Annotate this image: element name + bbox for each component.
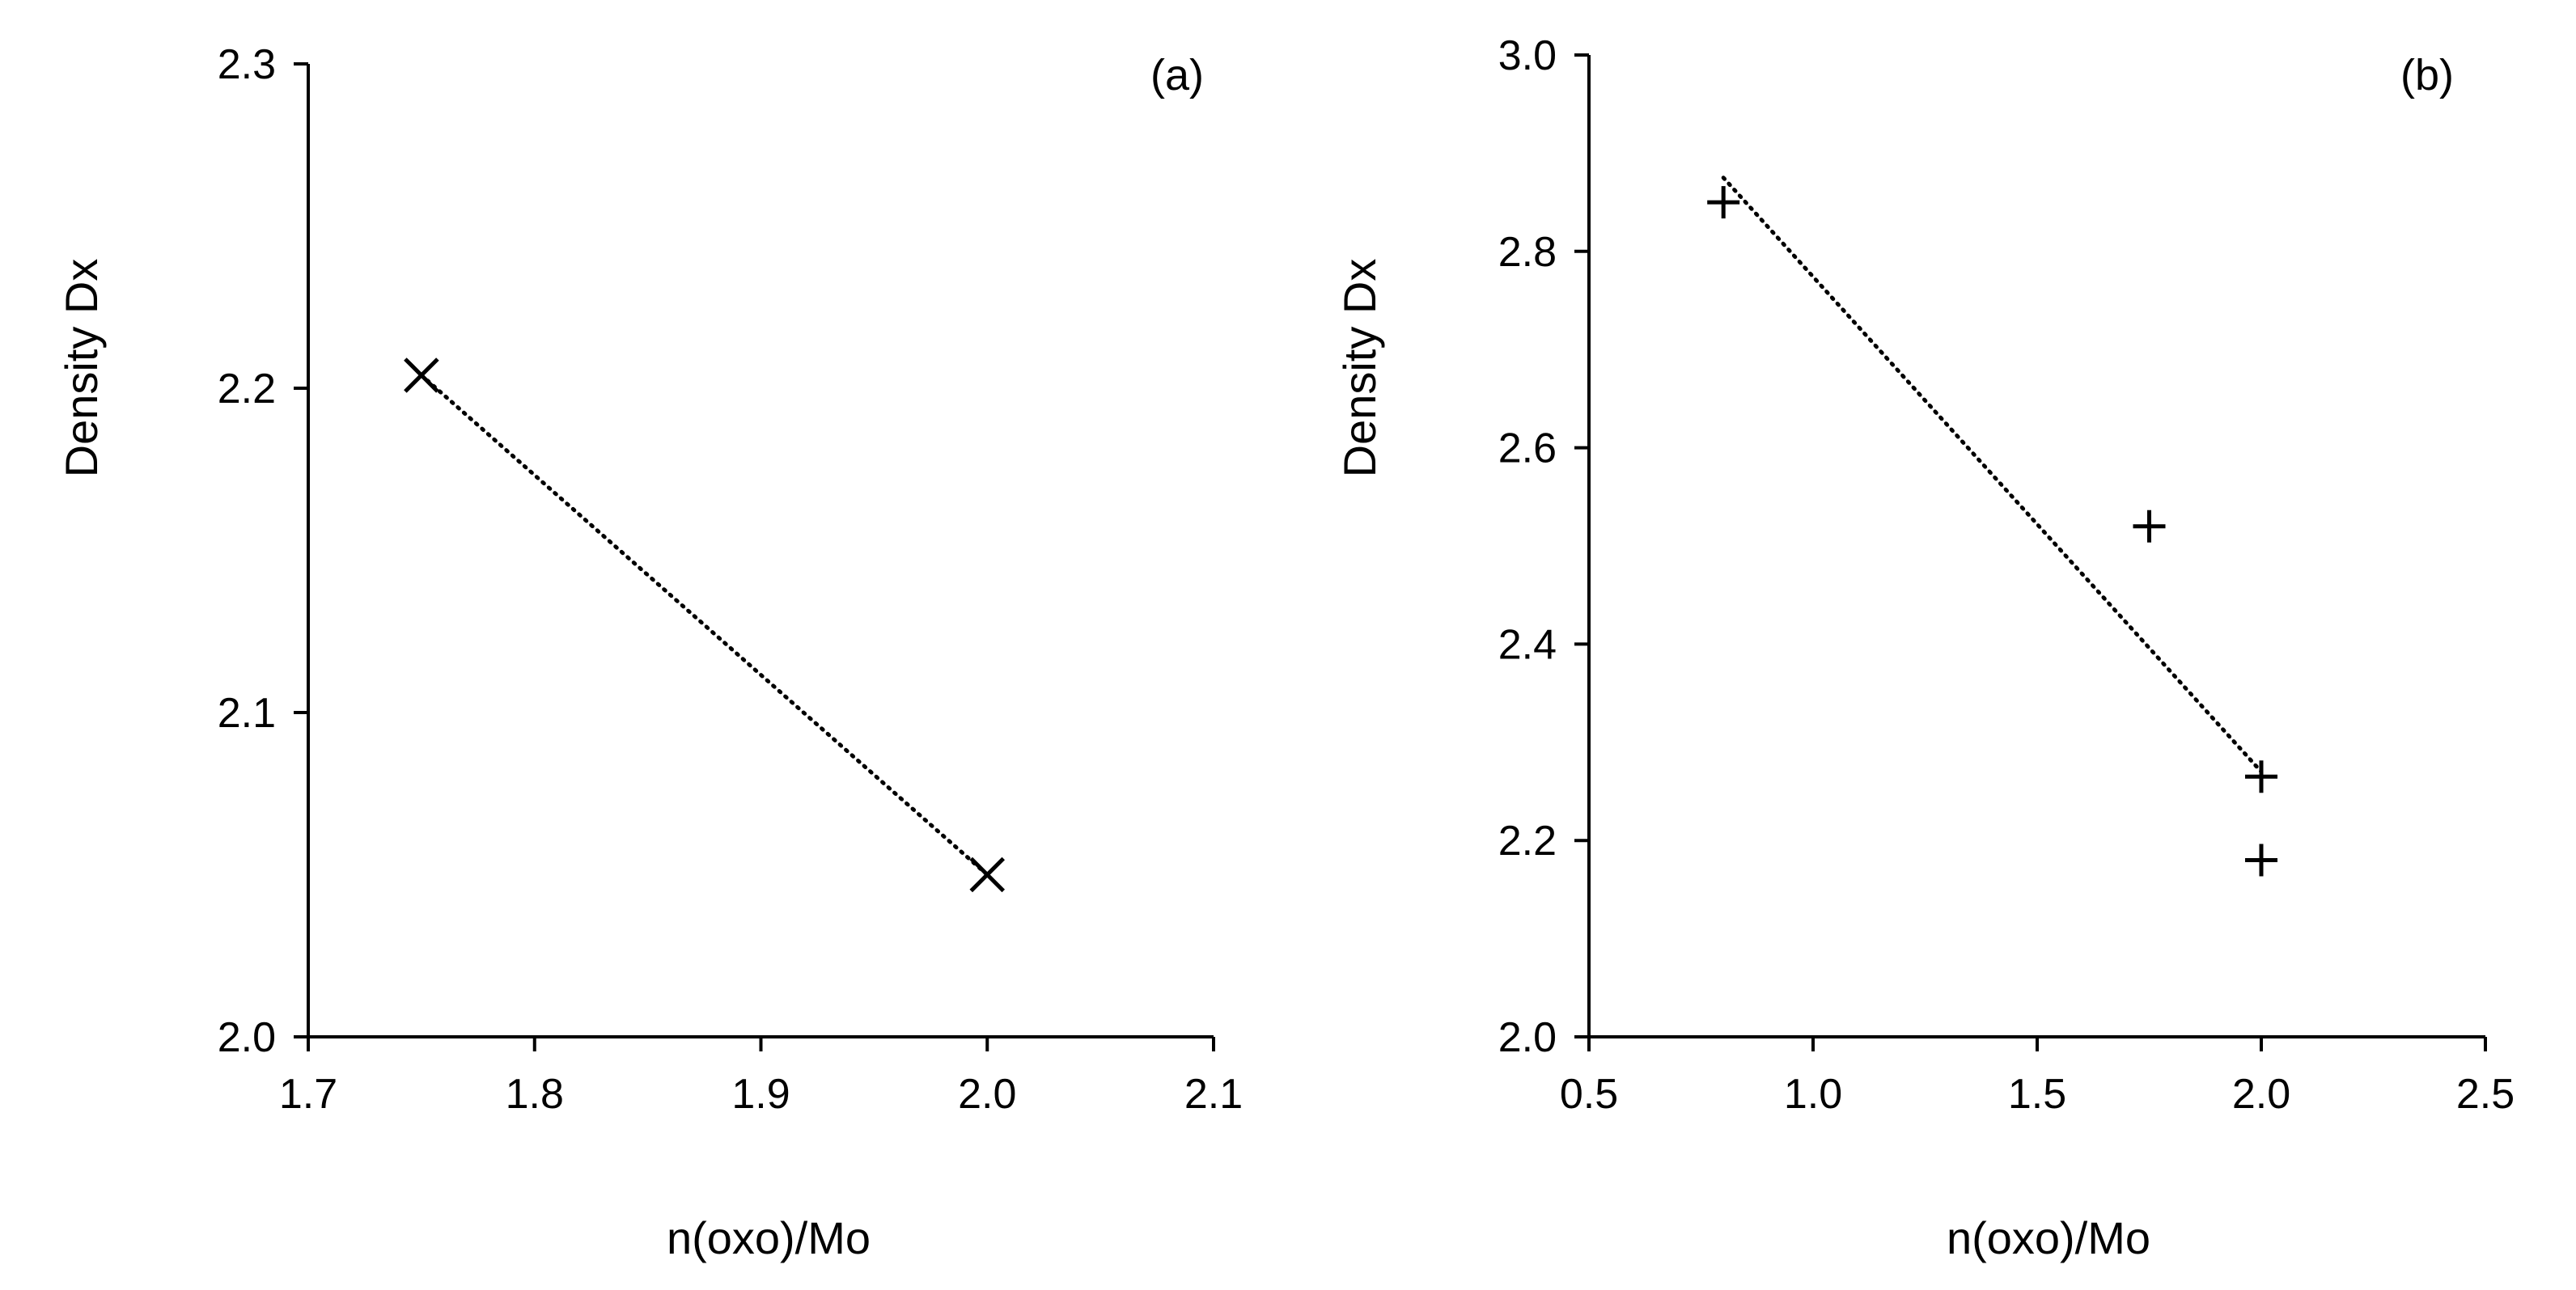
panel-b-data-point [2133,510,2166,543]
panel-a-x-axis-title: n(oxo)/Mo [667,1212,871,1263]
panel-b-x-tick-label: 1.0 [1784,1071,1842,1118]
panel-a-y-tick-label: 2.0 [218,1014,276,1061]
panel-a-x-tick-label: 2.1 [1184,1071,1243,1118]
panel-b-y-tick-label: 3.0 [1498,32,1557,79]
panel-b: 2.0 2.2 2.4 2.6 2.8 3.0 0.5 1.0 1.5 2.0 2.5 (b) n(… [1334,32,2515,1263]
panel-a-y-axis-title: Density Dx [56,259,107,478]
panel-b-x-tick-label: 0.5 [1560,1071,1618,1118]
panel-a-x-tick-label: 1.8 [506,1071,564,1118]
panel-b-x-axis-title: n(oxo)/Mo [1947,1212,2150,1263]
panel-b-data-point [1707,186,1740,219]
panel-b-y-tick-label: 2.0 [1498,1014,1557,1061]
panel-b-y-axis-title: Density Dx [1334,259,1385,478]
panel-a-x-tick-label: 1.9 [731,1071,790,1118]
panel-a-marker-stroke [404,357,439,393]
panel-a-data-point [969,856,1006,893]
panel-b-trendline [1721,176,2264,774]
panel-b-label: (b) [2400,51,2454,99]
panel-b-x-tick-label: 2.0 [2232,1071,2290,1118]
panel-b-data-point [2245,844,2277,877]
panel-b-x-tick-label: 2.5 [2456,1071,2515,1118]
panel-a-label: (a) [1150,51,1204,99]
panel-b-data-point [2245,760,2277,793]
panel-a: 2.0 2.1 2.2 2.3 1.7 1.8 1.9 2.0 2.1 (a) n(oxo)/M… [56,41,1243,1263]
panel-b-x-tick-label: 1.5 [2008,1071,2066,1118]
panel-a-y-tick-label: 2.2 [218,366,276,412]
panel-a-y-tick-label: 2.1 [218,690,276,737]
panel-a-x-tick-label: 2.0 [958,1071,1016,1118]
panel-a-data-point [404,357,439,393]
panel-b-y-tick-label: 2.6 [1498,425,1557,472]
panel-a-x-tick-label: 1.7 [279,1071,337,1118]
panel-b-y-tick-label: 2.8 [1498,229,1557,276]
panel-a-trendline [419,373,989,877]
panel-a-marker-stroke [969,856,1006,893]
panel-b-y-tick-label: 2.2 [1498,818,1557,865]
panel-b-y-tick-label: 2.4 [1498,621,1557,668]
panel-b-plot-area: 2.0 2.2 2.4 2.6 2.8 3.0 0.5 1.0 1.5 2.0 2.5 [1498,32,2515,1118]
panel-a-plot-area: 2.0 2.1 2.2 2.3 1.7 1.8 1.9 2.0 2.1 [218,41,1243,1118]
panel-a-y-tick-label: 2.3 [218,41,276,88]
